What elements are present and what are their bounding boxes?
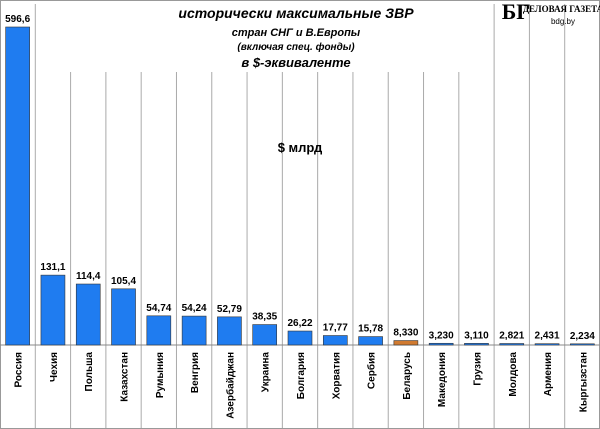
- logo-site: bdg.by: [551, 17, 575, 26]
- value-label: 38,35: [252, 312, 277, 323]
- bar: [181, 315, 207, 346]
- x-tick-label: Венгрия: [190, 352, 201, 393]
- logo-mark: БГ: [502, 0, 531, 24]
- x-tick-label: Болгария: [296, 352, 307, 399]
- x-tick-label: Азербайджан: [224, 352, 236, 419]
- bar: [5, 26, 30, 346]
- value-label: 3,110: [464, 330, 489, 341]
- x-tick-label: Румыния: [155, 352, 166, 398]
- subtitle: стран СНГ и В.Европы: [232, 27, 361, 39]
- bar: [287, 330, 313, 346]
- value-label: 15,78: [358, 324, 383, 335]
- value-label: 52,79: [217, 304, 242, 315]
- x-tick-label: Молдова: [508, 352, 519, 397]
- value-label: 8,330: [393, 328, 418, 339]
- x-tick-label: Сербия: [366, 352, 378, 389]
- chart-title: исторически максимальные ЗВР: [178, 5, 414, 21]
- x-tick-label: Россия: [14, 352, 25, 388]
- bar: [358, 336, 383, 346]
- value-label: 2,234: [570, 331, 595, 342]
- bar: [428, 342, 454, 346]
- value-label: 54,74: [146, 303, 171, 314]
- bar: [570, 343, 595, 346]
- bar: [111, 288, 136, 346]
- x-tick-label: Македония: [437, 352, 448, 407]
- x-tick-label: Хорватия: [331, 352, 342, 399]
- value-label: 3,230: [429, 330, 454, 341]
- bar: [322, 335, 348, 346]
- value-label: 54,24: [182, 303, 207, 314]
- value-label: 114,4: [76, 271, 101, 282]
- value-label: 131,1: [40, 262, 65, 273]
- x-tick-label: Грузия: [472, 352, 483, 386]
- bar: [252, 324, 278, 346]
- x-tick-label: Казахстан: [120, 352, 131, 402]
- unit-label: $ млрд: [278, 140, 323, 155]
- value-label: 2,821: [499, 330, 524, 341]
- logo-name: ДЕЛОВАЯ ГАЗЕТА: [523, 4, 600, 14]
- bar: [146, 315, 172, 346]
- value-label: 596,6: [5, 14, 30, 25]
- value-label: 105,4: [111, 276, 136, 287]
- x-tick-label: Чехия: [49, 352, 60, 382]
- value-label: 2,431: [535, 331, 560, 342]
- x-tick-label: Польша: [84, 352, 95, 392]
- bar: [393, 340, 419, 346]
- x-tick-label: Кыргызстан: [578, 352, 589, 412]
- bar: [75, 283, 101, 346]
- value-label: 26,22: [287, 318, 312, 329]
- x-tick-label: Украина: [261, 352, 272, 393]
- bar: [217, 316, 242, 346]
- x-tick-label: Беларусь: [402, 352, 413, 400]
- subtitle: (включая спец. фонды): [237, 41, 355, 53]
- bar: [464, 343, 489, 346]
- x-tick-label: Армения: [543, 352, 554, 396]
- subtitle: в $-эквиваленте: [241, 55, 350, 70]
- value-label: 17,77: [323, 323, 348, 334]
- bar: [534, 343, 560, 346]
- bar: [499, 343, 525, 346]
- bar: [40, 274, 66, 346]
